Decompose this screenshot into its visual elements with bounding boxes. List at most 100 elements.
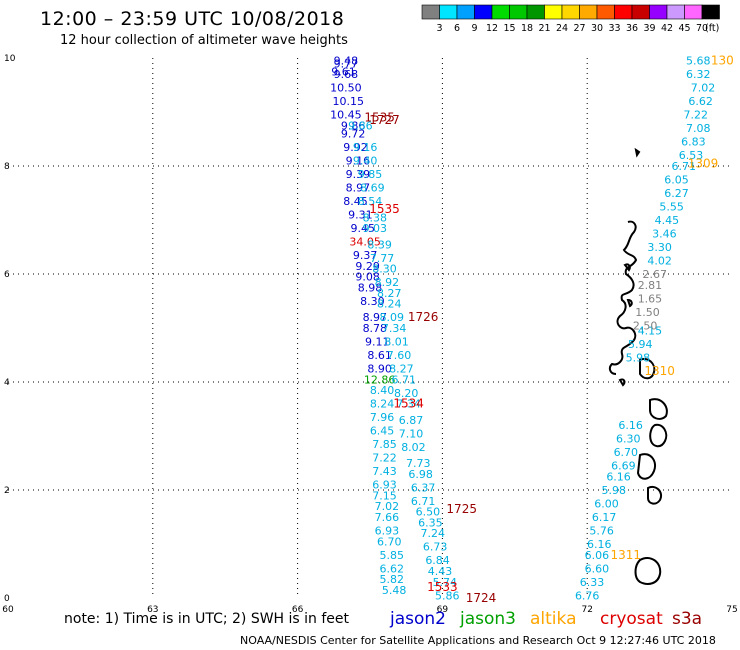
swh-value-cryosat-swh: 7.73 <box>406 457 431 470</box>
pass-time-label: 1727 <box>369 113 400 127</box>
swh-value-cryosat-swh: 8.92 <box>375 276 400 289</box>
swh-value-cryosat-swh: 7.43 <box>372 465 397 478</box>
legend-altika: altika <box>530 609 577 629</box>
swh-value-jason2: 10.50 <box>330 82 362 95</box>
pass-time-label: 1726 <box>408 310 439 324</box>
swh-value-jason2: 9.29 <box>355 260 380 273</box>
legend-jason2: jason2 <box>390 609 446 629</box>
swh-value-altika: 5.68 <box>686 55 711 68</box>
legend-s3a: s3a <box>672 609 703 629</box>
swh-value-altika: 5.98 <box>626 352 651 365</box>
colorbar-label: 42 <box>661 23 673 34</box>
colorbar-swatch <box>439 4 458 20</box>
swh-value-jason2: 8.98 <box>358 282 383 295</box>
swh-value-altika: 6.16 <box>618 419 643 432</box>
swh-value-jason2: 9.16 <box>346 155 371 168</box>
coastline <box>608 147 668 585</box>
colorbar-label: 39 <box>643 23 655 34</box>
swh-value-cryosat-swh: 7.85 <box>372 438 397 451</box>
swh-value-altika: 4.02 <box>647 255 672 268</box>
swh-value-cryosat-swh: 5.74 <box>433 576 458 589</box>
colorbar-swatch <box>614 4 633 20</box>
axis-tick-labels: 60 63 66 69 72 75 0 2 4 6 8 10 <box>2 54 737 615</box>
swh-value-jason2: 10.15 <box>333 95 365 108</box>
pass-time-label: 1310 <box>644 364 675 378</box>
chart-title: 12:00 – 23:59 UTC 10/08/2018 <box>40 8 345 30</box>
colorbar-label: 12 <box>486 23 498 34</box>
swh-value-altika: 5.94 <box>628 338 653 351</box>
swh-value-cryosat-swh: 8.01 <box>384 336 409 349</box>
swh-value-cryosat-swh: 8.40 <box>370 384 395 397</box>
y-tick-label: 10 <box>4 54 16 64</box>
island-outline <box>608 147 668 585</box>
swh-value-altika: 6.00 <box>594 498 619 511</box>
colorbar-swatch <box>666 4 685 20</box>
colorbar-swatch <box>701 4 720 20</box>
swh-value-cryosat-swh: 7.24 <box>420 527 445 540</box>
swh-value-altika: 6.62 <box>688 95 713 108</box>
swh-value-jason2: 9.37 <box>353 249 378 262</box>
legend-jason3: jason3 <box>460 609 516 629</box>
swh-value-cryosat-swh: 6.37 <box>411 481 436 494</box>
x-tick-label: 63 <box>147 605 158 615</box>
colorbar-swatch <box>631 4 650 20</box>
legend-cryosat: cryosat <box>600 609 663 629</box>
swh-value-jason2: 8.97 <box>346 182 371 195</box>
chart-subtitle: 12 hour collection of altimeter wave hei… <box>60 33 348 48</box>
swh-value-altika: 6.70 <box>614 446 639 459</box>
swh-value-cryosat-swh: 6.62 <box>379 562 404 575</box>
swh-value-cryosat-swh: 6.35 <box>418 516 443 529</box>
y-tick-label: 4 <box>4 378 10 388</box>
swh-value-cryosat-swh: 5.48 <box>382 584 407 597</box>
swh-value-cryosat-swh: 6.84 <box>425 554 450 567</box>
swh-value-altika: 6.53 <box>679 149 704 162</box>
swh-value-cryosat-swh: 6.71 <box>411 495 436 508</box>
swh-value-jason2: 8.78 <box>363 322 388 335</box>
colorbar-swatch <box>561 4 580 20</box>
swh-value-cryosat-swh: 6.98 <box>408 468 433 481</box>
swh-value-cryosat-swh: 8.09 <box>379 311 404 324</box>
colorbar-label: 27 <box>573 23 585 34</box>
swh-value-altika: 6.33 <box>580 576 605 589</box>
swh-value-altika: 6.17 <box>592 511 617 524</box>
colorbar-swatch <box>544 4 563 20</box>
swh-value-altika: 7.08 <box>686 122 711 135</box>
swh-value-altika: 6.27 <box>664 187 689 200</box>
swh-value-cryosat-swh: 9.85 <box>358 168 383 181</box>
colorbar-swatch <box>421 4 440 20</box>
swh-value-jason2: 9.68 <box>334 68 359 81</box>
swh-value-altika: 6.32 <box>686 68 711 81</box>
swh-value-cryosat-swh: 7.34 <box>396 398 421 411</box>
swh-value-altika-low: 1.65 <box>638 292 663 305</box>
swh-value-jason2: 9.08 <box>355 271 380 284</box>
swh-value-cryosat-swh: 8.24 <box>370 398 395 411</box>
swh-value-cryosat-swh: 8.39 <box>367 238 392 251</box>
colorbar-label: 70 <box>696 23 708 34</box>
pass-time-label: 1533 <box>427 580 458 594</box>
swh-value-cryosat-swh: 6.70 <box>377 535 402 548</box>
colorbar-label: 30 <box>591 23 603 34</box>
swh-value-cryosat-swh: 6.87 <box>399 414 424 427</box>
pass-time-label: 130 <box>711 54 734 68</box>
swh-value-cryosat-swh: 6.93 <box>375 525 400 538</box>
swh-value-cryosat-swh: 9.40 <box>353 155 378 168</box>
swh-value-cryosat-swh: 7.02 <box>375 500 400 513</box>
pass-time-label: 1725 <box>446 502 477 516</box>
swh-value-altika: 5.55 <box>659 201 684 214</box>
swh-value-jason2: 10.45 <box>330 109 362 122</box>
swh-value-cryosat-swh: 8.27 <box>389 363 414 376</box>
swh-value-jason2: 9.77 <box>334 57 359 70</box>
colorbar-label: 9 <box>471 23 477 34</box>
swh-value-cryosat-swh: 8.20 <box>394 387 419 400</box>
swh-value-cryosat-swh: 8.27 <box>377 287 402 300</box>
swh-value-cryosat-swh: 6.73 <box>423 541 448 554</box>
swh-value-altika: 6.06 <box>585 549 610 562</box>
swh-value-altika: 6.76 <box>575 589 600 602</box>
colorbar: 3 6 9 12 15 18 21 24 27 30 33 36 39 42 45 70(ft) <box>421 4 720 34</box>
swh-value-altika: 4.45 <box>655 214 680 227</box>
swh-value-cryosat-swh: 7.15 <box>372 489 397 502</box>
swh-value-altika: 3.30 <box>647 241 672 254</box>
swh-value-cryosat-swh: 6.50 <box>416 506 441 519</box>
swh-value-jason2: 9.31 <box>348 209 373 222</box>
